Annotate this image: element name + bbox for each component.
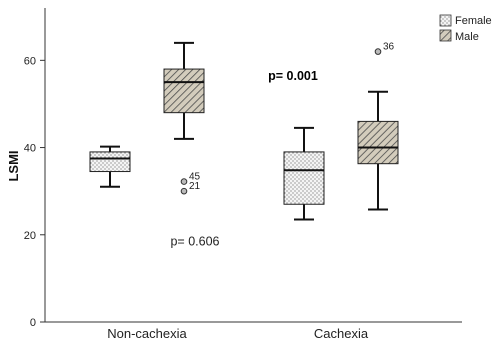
legend: Female Male bbox=[439, 14, 492, 43]
outlier-45 bbox=[180, 178, 188, 185]
y-tick-label-20: 20 bbox=[24, 230, 36, 242]
outlier-label-21: 21 bbox=[189, 181, 201, 192]
y-axis-title: LSMI bbox=[6, 150, 21, 181]
box-body-female-cachexia bbox=[283, 151, 325, 205]
box-body-male-non-cachexia bbox=[163, 68, 205, 114]
outlier-label-36: 36 bbox=[383, 42, 395, 53]
outlier-21 bbox=[180, 187, 188, 195]
axes: 0 20 40 60 LSMI bbox=[6, 8, 462, 329]
legend-swatch-female bbox=[439, 14, 452, 27]
annotations: p= 0.606 p= 0.001 bbox=[170, 69, 317, 249]
category-label-cachexia: Cachexia bbox=[314, 326, 369, 341]
y-tick-label-0: 0 bbox=[30, 317, 36, 329]
legend-label-female: Female bbox=[455, 15, 492, 27]
y-tick-label-60: 60 bbox=[24, 55, 36, 67]
legend-label-male: Male bbox=[455, 31, 479, 43]
outlier-label-45: 45 bbox=[189, 172, 201, 183]
box-body-male-cachexia bbox=[357, 120, 399, 165]
y-ticks: 0 20 40 60 bbox=[24, 55, 45, 329]
box-male-cachexia: 36 bbox=[357, 42, 399, 211]
outlier-36 bbox=[374, 48, 382, 55]
box-female-non-cachexia bbox=[89, 145, 131, 188]
p-value-annotation-2: p= 0.001 bbox=[268, 69, 318, 83]
y-tick-label-40: 40 bbox=[24, 143, 36, 155]
box-female-cachexia bbox=[283, 126, 325, 221]
p-value-annotation-1: p= 0.606 bbox=[170, 235, 219, 249]
category-label-non-cachexia: Non-cachexia bbox=[107, 326, 187, 341]
category-labels: Non-cachexia Cachexia bbox=[107, 326, 369, 341]
box-body-female-non-cachexia bbox=[89, 151, 131, 173]
legend-swatch-male bbox=[439, 29, 452, 42]
